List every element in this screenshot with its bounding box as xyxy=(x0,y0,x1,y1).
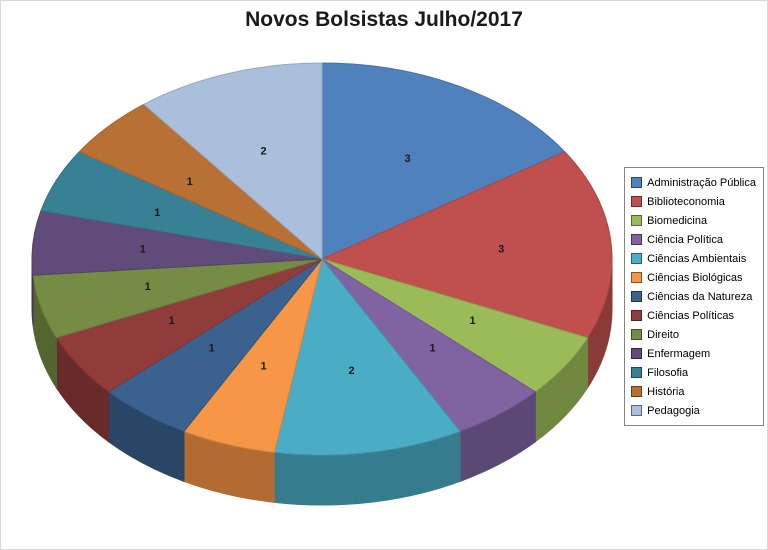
pie-data-label: 1 xyxy=(154,207,160,219)
legend-item: Biblioteconomia xyxy=(631,192,756,211)
legend-item: Ciências da Natureza xyxy=(631,287,756,306)
pie-data-label: 1 xyxy=(187,176,193,188)
legend-label: Enfermagem xyxy=(647,347,711,360)
legend-swatch xyxy=(631,310,643,321)
legend-item: Administração Pública xyxy=(631,173,756,192)
legend-swatch xyxy=(631,348,643,359)
legend-swatch xyxy=(631,253,643,264)
pie-slice xyxy=(321,62,566,260)
legend-swatch xyxy=(631,367,643,378)
pie-data-label: 1 xyxy=(429,343,435,355)
pie-data-label: 3 xyxy=(498,244,504,256)
legend-item: Ciências Biológicas xyxy=(631,268,756,287)
pie-slice xyxy=(320,151,613,339)
legend-label: Biblioteconomia xyxy=(647,195,725,208)
legend-swatch xyxy=(631,291,643,302)
chart-title: Novos Bolsistas Julho/2017 xyxy=(245,8,523,31)
pie-data-label: 3 xyxy=(405,153,411,165)
legend-label: História xyxy=(647,385,685,398)
pie-slice xyxy=(273,257,461,456)
legend-swatch xyxy=(631,196,643,207)
legend-item: Ciências Ambientais xyxy=(631,249,756,268)
legend-item: Ciência Política xyxy=(631,230,756,249)
legend-item: Enfermagem xyxy=(631,344,756,363)
pie-slice xyxy=(142,62,323,261)
pie-data-label: 2 xyxy=(261,145,267,157)
legend-swatch xyxy=(631,272,643,283)
legend-swatch xyxy=(631,329,643,340)
legend-swatch xyxy=(631,215,643,226)
pie-data-label: 1 xyxy=(140,244,146,256)
legend: Administração Pública Biblioteconomia Biom… xyxy=(624,167,764,426)
legend-label: Ciências Políticas xyxy=(647,309,734,322)
legend-label: Ciências da Natureza xyxy=(647,290,753,303)
legend-swatch xyxy=(631,234,643,245)
pie-data-label: 1 xyxy=(168,315,174,327)
legend-label: Filosofia xyxy=(647,366,689,379)
legend-swatch xyxy=(631,177,643,188)
pie-data-label: 2 xyxy=(349,365,355,377)
legend-label: Biomedicina xyxy=(647,214,708,227)
legend-swatch xyxy=(631,386,643,397)
legend-item: História xyxy=(631,382,756,401)
legend-item: Filosofia xyxy=(631,363,756,382)
legend-label: Direito xyxy=(647,328,679,341)
legend-label: Ciência Política xyxy=(647,233,723,246)
pie-data-label: 1 xyxy=(469,315,475,327)
pie-data-label: 1 xyxy=(209,343,215,355)
legend-label: Ciências Biológicas xyxy=(647,271,743,284)
legend-label: Pedagogia xyxy=(647,404,700,417)
legend-swatch xyxy=(631,405,643,416)
legend-label: Ciências Ambientais xyxy=(647,252,747,265)
legend-item: Direito xyxy=(631,325,756,344)
pie-data-label: 1 xyxy=(261,360,267,372)
legend-label: Administração Pública xyxy=(647,176,756,189)
pie-data-label: 1 xyxy=(145,281,151,293)
legend-item: Biomedicina xyxy=(631,211,756,230)
legend-item: Pedagogia xyxy=(631,401,756,420)
legend-item: Ciências Políticas xyxy=(631,306,756,325)
